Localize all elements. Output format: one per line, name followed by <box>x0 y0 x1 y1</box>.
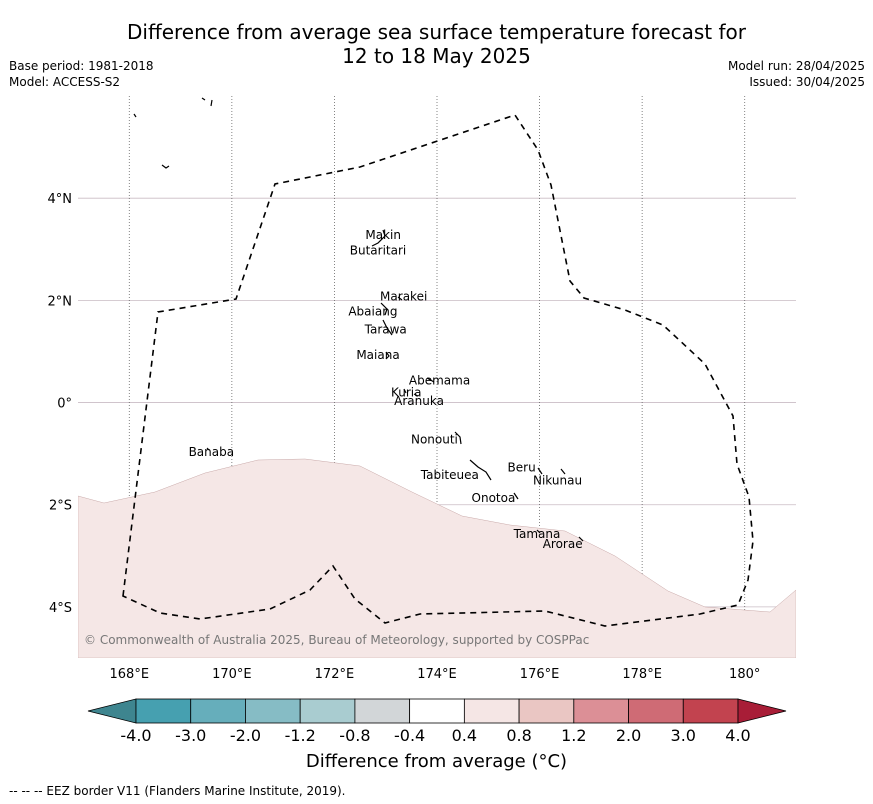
place-label: Nonouti <box>411 432 458 446</box>
lat-tick-label: 4°S <box>49 601 72 616</box>
island-makin <box>371 229 386 247</box>
colorbar-tick-label: 0.4 <box>452 726 477 745</box>
model-run: Model run: 28/04/2025 <box>727 59 865 73</box>
colorbar-swatch <box>463 698 520 724</box>
issued-date: Issued: 30/04/2025 <box>749 75 865 89</box>
island-north-4 <box>161 164 170 169</box>
lon-tick-label: 168°E <box>110 667 150 682</box>
place-label: Tarawa <box>364 323 407 337</box>
colorbar-swatch <box>299 698 356 724</box>
lat-tick-label: 4°N <box>48 192 73 207</box>
colorbar-tick-label: 4.0 <box>725 726 750 745</box>
island-maiana <box>385 351 390 360</box>
colorbar-extend-low <box>87 698 137 724</box>
copyright-text: © Commonwealth of Australia 2025, Bureau… <box>84 633 589 647</box>
colorbar-tick-label: 0.8 <box>506 726 531 745</box>
colorbar-tick-label: -1.2 <box>285 726 316 745</box>
place-label: Tabiteuea <box>420 468 479 482</box>
eez-border <box>122 114 754 627</box>
place-label: Arorae <box>543 537 583 551</box>
place-label: Abaiang <box>348 305 397 319</box>
colorbar-tick-label: -4.0 <box>120 726 151 745</box>
meta-left: Base period: 1981-2018 Model: ACCESS-S2 <box>9 58 154 90</box>
island-abaiang <box>380 302 388 316</box>
island-nikunau <box>560 468 566 475</box>
lat-tick-label: 2°S <box>49 499 72 514</box>
map-title-line2: 12 to 18 May 2025 <box>342 44 531 68</box>
colorbar-tick-label: -2.0 <box>230 726 261 745</box>
model-name: Model: ACCESS-S2 <box>9 75 121 89</box>
lon-tick-label: 174°E <box>417 667 457 682</box>
base-period: Base period: 1981-2018 <box>9 59 154 73</box>
colorbar-swatch <box>628 698 684 724</box>
colorbar-swatch <box>518 698 575 724</box>
island-tarawa <box>382 319 393 336</box>
colorbar-tick-label: 1.2 <box>561 726 586 745</box>
place-label: Abemama <box>409 374 470 388</box>
island-outlines <box>133 97 584 542</box>
lon-tick-label: 170°E <box>212 667 252 682</box>
island-north-3 <box>133 113 137 118</box>
place-label: Kuria <box>391 385 422 399</box>
lon-tick-label: 180° <box>729 667 760 682</box>
colorbar-swatch <box>409 698 465 724</box>
colorbar-tick-label: 2.0 <box>616 726 641 745</box>
colorbar-tick-label: -0.8 <box>339 726 370 745</box>
place-label: Maiana <box>356 348 399 362</box>
lon-tick-label: 172°E <box>315 667 355 682</box>
place-label: Nikunau <box>533 473 582 487</box>
island-north-1 <box>201 97 206 101</box>
island-banaba <box>206 447 210 451</box>
colorbar-swatch <box>245 698 301 724</box>
island-kuria <box>403 388 407 394</box>
place-label: Onotoa <box>472 491 516 505</box>
island-beru <box>537 467 543 475</box>
colorbar-swatch <box>573 698 629 724</box>
colorbar-swatch <box>190 698 246 724</box>
island-north-2 <box>210 99 213 107</box>
meta-right: Model run: 28/04/2025 Issued: 30/04/2025 <box>728 58 865 90</box>
colorbar-swatch <box>135 698 192 724</box>
colorbar-tick-label: -0.4 <box>394 726 425 745</box>
place-label: Beru <box>508 461 536 475</box>
place-label: Marakei <box>380 289 427 303</box>
lat-tick-label: 2°N <box>48 294 73 309</box>
place-label: Makin <box>365 228 401 242</box>
island-tamana <box>536 529 541 534</box>
lat-tick-label: 0° <box>57 397 72 412</box>
colorbar: -4.0 -3.0 -2.0 -1.2 -0.8 -0.4 0.4 0.8 1.2 2.0 3.0 4… <box>87 698 787 745</box>
anomaly-area <box>78 458 796 658</box>
lon-tick-label: 178°E <box>622 667 662 682</box>
colorbar-tick-label: 3.0 <box>671 726 696 745</box>
colorbar-swatch <box>354 698 411 724</box>
island-nonouti <box>454 431 462 445</box>
place-label: Tamana <box>513 527 561 541</box>
eez-footnote: -- -- -- EEZ border V11 (Flanders Marine… <box>9 784 346 798</box>
colorbar-tick-label: -3.0 <box>175 726 206 745</box>
lon-tick-label: 176°E <box>520 667 560 682</box>
place-label: Banaba <box>189 445 235 459</box>
island-onotoa <box>513 492 519 500</box>
colorbar-swatch <box>682 698 739 724</box>
place-label: Aranuka <box>394 394 444 408</box>
colorbar-extend-high <box>737 698 787 724</box>
island-arorae <box>578 536 584 542</box>
place-label: Butaritari <box>350 243 407 257</box>
island-tabiteuea <box>469 459 492 481</box>
colorbar-title: Difference from average (°C) <box>305 751 568 772</box>
island-aranuka <box>413 393 419 397</box>
map-title-line1: Difference from average sea surface temp… <box>126 20 746 44</box>
island-abemama <box>426 377 435 383</box>
island-marakei <box>397 296 403 301</box>
axis-labels: 4°N 2°N 0° 2°S 4°S 168°E 170°E 172°E 174°E 176°E 1… <box>48 192 761 682</box>
